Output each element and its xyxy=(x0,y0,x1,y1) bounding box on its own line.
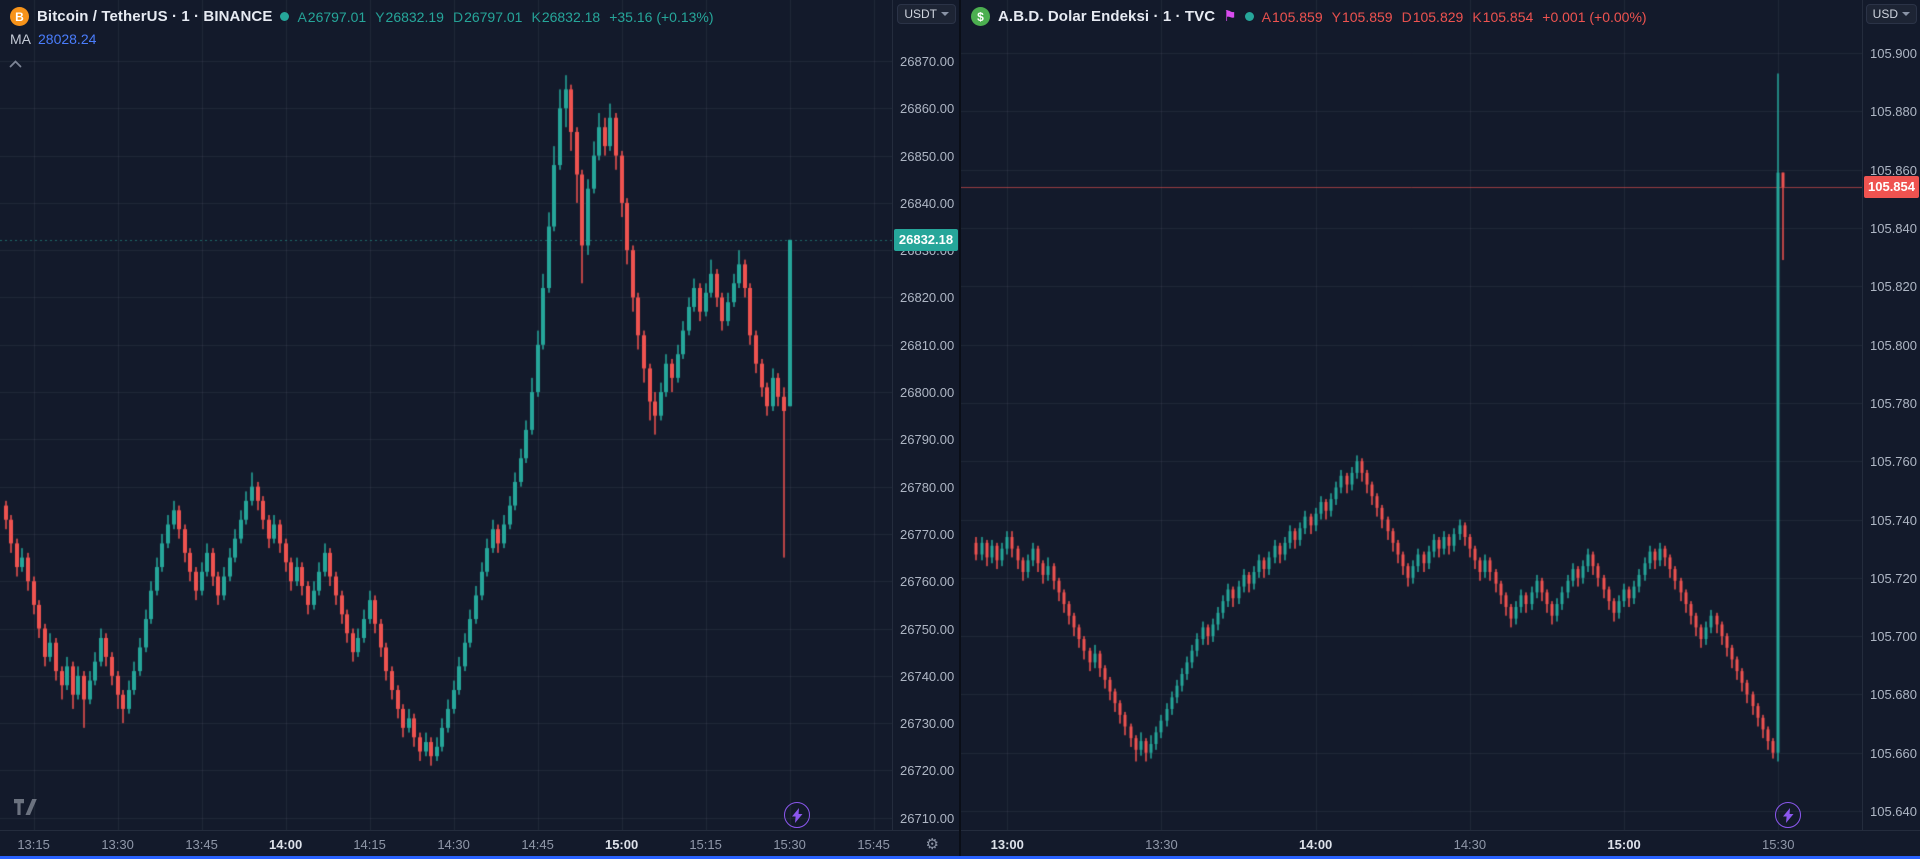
time-tick-label: 13:45 xyxy=(185,837,218,852)
btc-candles-canvas[interactable] xyxy=(0,0,892,830)
price-tick-label: 105.640 xyxy=(1870,804,1917,820)
price-tick-label: 26860.00 xyxy=(900,101,955,117)
price-tick-label: 105.680 xyxy=(1870,687,1917,703)
active-pane-accent xyxy=(0,856,1920,859)
market-status-dot xyxy=(1244,12,1254,21)
price-tick-label: 26820.00 xyxy=(900,290,955,306)
pane-divider[interactable] xyxy=(959,0,961,856)
dxy-plot-area[interactable]: $ A.B.D. Dolar Endeksi · 1 · TVC ⚑ A105.… xyxy=(961,0,1862,830)
btc-plot-area[interactable]: B Bitcoin / TetherUS · 1 · BINANCE A2679… xyxy=(0,0,892,830)
time-tick-label: 15:30 xyxy=(1761,837,1795,852)
price-tick-label: 26870.00 xyxy=(900,54,955,69)
price-tick-label: 105.820 xyxy=(1870,279,1917,295)
price-tick-label: 105.700 xyxy=(1870,629,1917,645)
time-tick-label: 14:15 xyxy=(353,837,386,852)
price-tick-label: 26730.00 xyxy=(900,716,955,732)
change-value: +35.16 (+0.13%) xyxy=(609,8,714,25)
price-tick-label: 105.780 xyxy=(1870,395,1917,411)
price-tick-label: 26710.00 xyxy=(900,810,955,826)
ohlc-values: A26797.01 Y26832.19 D26797.01 K26832.18 … xyxy=(297,8,714,25)
price-tick-label: 105.880 xyxy=(1870,104,1917,120)
price-tick-label: 26740.00 xyxy=(900,668,955,684)
time-tick-label: 15:45 xyxy=(857,837,890,852)
price-tick-label: 105.900 xyxy=(1870,46,1917,62)
btc-legend: B Bitcoin / TetherUS · 1 · BINANCE A2679… xyxy=(10,7,714,26)
last-price-badge: 105.854 xyxy=(1864,176,1919,199)
price-tick-label: 26790.00 xyxy=(900,432,955,448)
price-tick-label: 26720.00 xyxy=(900,763,955,779)
price-tick-label: 26750.00 xyxy=(900,621,955,637)
symbol-title[interactable]: Bitcoin / TetherUS · 1 · BINANCE xyxy=(37,8,273,25)
btc-chart-pane: B Bitcoin / TetherUS · 1 · BINANCE A2679… xyxy=(0,0,959,856)
dollar-icon: $ xyxy=(971,7,990,26)
currency-selector[interactable]: USDT xyxy=(897,4,956,24)
btc-price-axis[interactable]: USDT 26832.18 26870.00 26860.00 26850.00 26… xyxy=(892,0,959,830)
time-tick-label: 13:30 xyxy=(1145,837,1178,852)
dxy-chart-pane: $ A.B.D. Dolar Endeksi · 1 · TVC ⚑ A105.… xyxy=(961,0,1920,856)
market-status-dot xyxy=(280,12,290,21)
ma-indicator-row[interactable]: MA 28028.24 xyxy=(10,31,97,47)
price-tick-label: 105.660 xyxy=(1870,745,1917,761)
price-tick-label: 26850.00 xyxy=(900,148,955,164)
time-tick-label: 15:00 xyxy=(604,837,639,852)
last-price-badge: 26832.18 xyxy=(894,228,958,251)
time-tick-label: 13:00 xyxy=(990,837,1024,852)
price-tick-label: 105.860 xyxy=(1870,162,1917,178)
currency-selector[interactable]: USD xyxy=(1865,4,1917,24)
dxy-time-axis[interactable]: 13:00 13:30 14:00 14:30 15:00 15:30 xyxy=(961,830,1920,857)
time-tick-label: 15:00 xyxy=(1607,837,1641,852)
price-tick-label: 26800.00 xyxy=(900,385,955,401)
bitcoin-icon: B xyxy=(10,7,29,26)
dxy-candles-canvas[interactable] xyxy=(961,0,1862,830)
time-tick-label: 14:00 xyxy=(268,837,303,852)
price-tick-label: 26810.00 xyxy=(900,337,955,353)
boost-button[interactable] xyxy=(1775,802,1801,828)
time-tick-label: 15:15 xyxy=(689,837,722,852)
ohlc-values: A105.859 Y105.859 D105.829 K105.854 +0.0… xyxy=(1261,8,1647,25)
price-tick-label: 26840.00 xyxy=(900,195,955,211)
tradingview-logo[interactable] xyxy=(14,799,37,820)
dxy-legend: $ A.B.D. Dolar Endeksi · 1 · TVC ⚑ A105.… xyxy=(971,7,1647,26)
lightning-icon xyxy=(791,807,802,823)
time-tick-label: 13:15 xyxy=(17,837,50,852)
price-tick-label: 105.760 xyxy=(1870,454,1917,470)
time-tick-label: 15:30 xyxy=(773,837,806,852)
time-tick-label: 14:30 xyxy=(1453,837,1487,852)
price-tick-label: 105.740 xyxy=(1870,512,1917,528)
price-tick-label: 105.800 xyxy=(1870,337,1917,353)
time-tick-label: 14:30 xyxy=(437,837,470,852)
gear-icon[interactable]: ⚙ xyxy=(925,836,939,853)
flag-icon: ⚑ xyxy=(1223,8,1237,25)
chevron-up-icon[interactable] xyxy=(9,55,22,73)
chevron-down-icon xyxy=(1902,12,1910,16)
time-tick-label: 14:00 xyxy=(1299,837,1333,852)
price-tick-label: 105.720 xyxy=(1870,570,1917,586)
btc-time-axis[interactable]: ⚙ 13:15 13:30 13:45 14:00 14:15 14:30 14:45 15:… xyxy=(0,830,959,857)
dxy-price-axis[interactable]: USD 105.854 105.900 105.880 105.860 105.840… xyxy=(1862,0,1920,830)
price-tick-label: 26760.00 xyxy=(900,574,955,590)
chevron-down-icon xyxy=(941,12,949,16)
time-tick-label: 13:30 xyxy=(101,837,134,852)
price-tick-label: 26770.00 xyxy=(900,526,955,542)
time-tick-label: 14:45 xyxy=(521,837,554,852)
price-tick-label: 26780.00 xyxy=(900,479,955,495)
boost-button[interactable] xyxy=(784,802,810,828)
change-value: +0.001 (+0.00%) xyxy=(1542,8,1647,25)
price-tick-label: 105.840 xyxy=(1870,220,1917,236)
lightning-icon xyxy=(1782,807,1793,823)
symbol-title[interactable]: A.B.D. Dolar Endeksi · 1 · TVC xyxy=(998,8,1216,25)
